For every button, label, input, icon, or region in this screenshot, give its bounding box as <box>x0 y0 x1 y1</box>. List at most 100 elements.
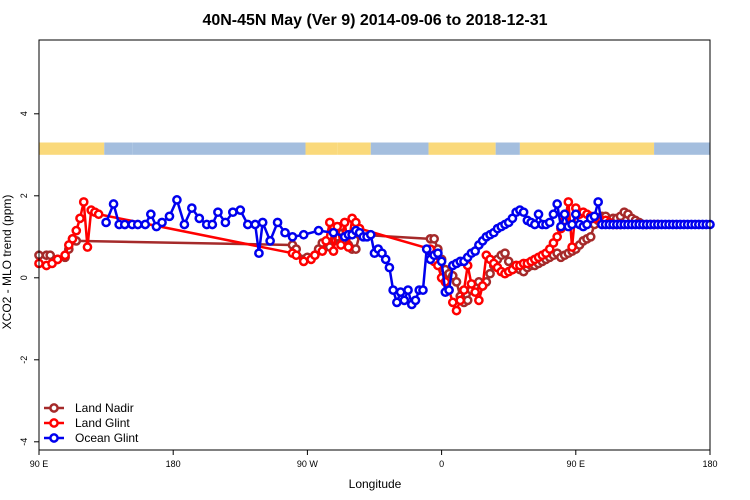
data-point <box>108 199 119 209</box>
data-point <box>552 199 563 209</box>
x-tick-label: 0 <box>439 459 444 469</box>
data-point <box>207 219 218 230</box>
data-point <box>462 295 473 306</box>
data-point <box>421 244 432 254</box>
data-point <box>548 209 559 220</box>
data-point <box>310 250 320 261</box>
data-point <box>82 242 93 252</box>
data-point <box>140 219 151 230</box>
legend-marker <box>49 433 59 443</box>
legend-marker <box>49 418 59 428</box>
data-point <box>343 242 354 252</box>
strip-segment-ocean <box>104 142 133 155</box>
data-point <box>395 287 406 297</box>
x-tick-label: 90 W <box>297 459 319 469</box>
x-axis-ticks: 90 E 180 90 W 0 90 E 180 <box>30 450 718 469</box>
data-point <box>172 195 182 205</box>
data-point <box>257 217 268 228</box>
legend-item: Land Glint <box>44 416 130 430</box>
data-point <box>399 295 410 306</box>
data-point <box>52 254 63 265</box>
data-point <box>451 277 462 287</box>
data-point <box>570 209 581 220</box>
y-tick-label: -4 <box>19 438 29 446</box>
data-point <box>287 231 298 242</box>
data-point <box>567 219 577 230</box>
y-tick-label: -2 <box>19 356 29 364</box>
data-point <box>466 279 477 289</box>
x-tick-label: 90 E <box>30 459 49 469</box>
strip-segment-ocean <box>132 142 306 155</box>
x-tick-label: 180 <box>702 459 717 469</box>
strip-segment-land <box>337 142 371 155</box>
data-point <box>451 305 462 316</box>
data-point <box>254 248 264 259</box>
y-axis-label: XCO2 - MLO trend (ppm) <box>0 195 14 330</box>
data-point <box>559 209 570 220</box>
data-point <box>60 250 70 261</box>
y-tick-label: 0 <box>19 275 29 280</box>
data-point <box>328 227 339 238</box>
strip-segment-ocean <box>370 142 429 155</box>
data-point <box>552 231 563 242</box>
strip-segment-land <box>305 142 338 155</box>
data-point <box>500 248 510 259</box>
data-point <box>447 297 458 308</box>
legend-item: Land Nadir <box>44 401 134 415</box>
legend-marker <box>49 403 59 413</box>
data-point <box>291 250 302 261</box>
data-point <box>477 281 488 291</box>
data-point <box>544 217 555 228</box>
data-point <box>533 209 544 220</box>
data-point <box>563 197 574 207</box>
data-point <box>436 256 447 267</box>
data-point <box>75 213 85 224</box>
chart-title: 40N-45N May (Ver 9) 2014-09-06 to 2018-1… <box>202 12 547 29</box>
data-point <box>529 219 540 230</box>
y-axis-ticks: -4 -2 0 2 4 <box>19 111 39 446</box>
data-point <box>280 227 290 238</box>
data-point <box>459 285 469 295</box>
strip-segment-ocean <box>654 142 710 155</box>
x-axis-label: Longitude <box>349 477 402 491</box>
data-point <box>101 217 111 228</box>
data-point <box>265 236 275 246</box>
data-point <box>328 246 339 256</box>
data-point <box>71 225 82 236</box>
data-point <box>455 295 466 306</box>
data-point <box>380 254 391 265</box>
data-point <box>119 219 130 230</box>
y-tick-label: 2 <box>19 193 29 198</box>
data-point <box>186 203 197 213</box>
strip-segment-land <box>519 142 655 155</box>
legend-label: Land Nadir <box>75 401 134 415</box>
strip-segment-land <box>39 142 105 155</box>
data-point <box>518 207 529 218</box>
data-point <box>593 197 604 207</box>
data-point <box>132 219 143 230</box>
data-point <box>321 236 331 246</box>
data-point <box>503 256 514 267</box>
data-point <box>474 295 484 306</box>
data-point <box>418 285 428 295</box>
data-point <box>485 268 495 279</box>
data-point <box>194 213 205 224</box>
data-point <box>45 250 56 261</box>
series-layer <box>34 195 715 316</box>
data-point <box>324 217 335 228</box>
data-point <box>589 211 600 222</box>
data-point <box>388 285 398 295</box>
x-tick-label: 180 <box>166 459 181 469</box>
data-point <box>585 231 596 242</box>
strip-segment-land <box>428 142 496 155</box>
data-point <box>351 244 361 254</box>
data-point <box>567 242 577 252</box>
data-point <box>429 234 439 244</box>
data-point <box>336 240 346 250</box>
data-point <box>250 219 261 230</box>
data-point <box>384 262 395 273</box>
y-tick-label: 4 <box>19 111 29 116</box>
data-point <box>242 219 253 230</box>
data-point <box>339 217 350 228</box>
legend-label: Land Glint <box>75 416 130 430</box>
